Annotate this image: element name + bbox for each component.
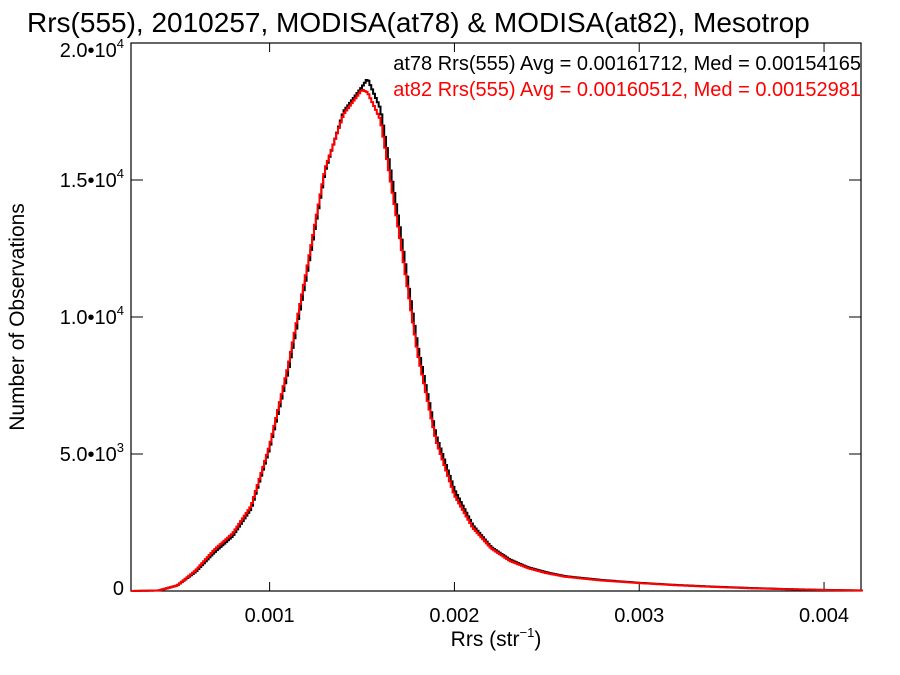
series-at78-line [131,78,863,592]
x-axis-label-close: ) [534,628,541,651]
y-tick-label-exponent: 4 [117,303,124,318]
y-tick-label-mantissa: 1.0•10 [60,307,117,329]
annotation-at78: at78 Rrs(555) Avg = 0.00161712, Med = 0.… [393,53,861,75]
y-tick-label-exponent: 3 [117,440,124,455]
series-layer [131,78,863,592]
y-tick-label-mantissa: 2.0•10 [60,40,117,62]
x-axis-label-main: Rrs (str [451,628,520,651]
x-axis-label-sup: −1 [520,625,535,640]
chart-title: Rrs(555), 2010257, MODISA(at78) & MODISA… [27,7,810,38]
y-tick-label: 0 [113,578,124,600]
y-tick-label: 2.0•104 [60,36,124,62]
y-tick-label-mantissa: 5.0•10 [60,444,117,466]
x-axis-label: Rrs (str−1) [451,625,542,651]
x-tick-label: 0.002 [429,605,479,627]
y-tick-label: 1.5•104 [60,166,124,192]
y-tick-label-exponent: 4 [117,166,124,181]
y-tick-label-mantissa: 0 [113,578,124,600]
y-tick-label-exponent: 4 [117,36,124,51]
x-tick-label: 0.003 [614,605,664,627]
y-axis-label: Number of Observations [6,203,29,431]
plot-frame [130,42,862,592]
annotation-at82: at82 Rrs(555) Avg = 0.00160512, Med = 0.… [393,79,861,101]
x-tick-label: 0.004 [799,605,849,627]
y-tick-label: 5.0•103 [60,440,124,466]
x-tick-label: 0.001 [245,605,295,627]
y-tick-label-mantissa: 1.5•10 [60,170,117,192]
series-at82-line [131,89,863,592]
y-tick-label: 1.0•104 [60,303,124,329]
x-axis-ticks: 0.001 0.002 0.003 0.004 [245,43,849,627]
